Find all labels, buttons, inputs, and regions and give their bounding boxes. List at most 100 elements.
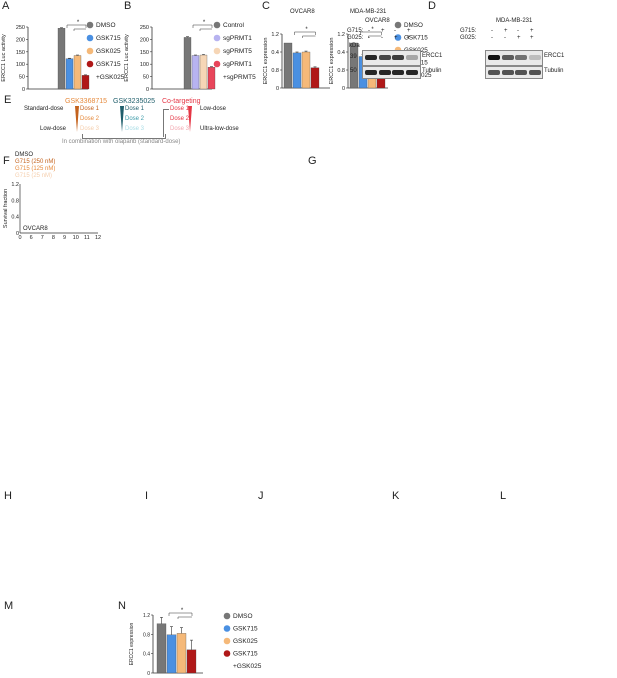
y-axis-label: ERCC1 Luc activity	[1, 34, 7, 82]
treatment-sign: -	[491, 35, 493, 41]
chart-a-luc-activity: 0 50 100 150 200 250 ERCC1 Luc activity * DMSO GS…	[1, 20, 125, 93]
ercc1-band	[528, 55, 541, 60]
survival-legend-item: G715 (25 nM)	[15, 173, 53, 179]
bar-3	[176, 633, 187, 674]
y-tick-label: 0.4	[143, 652, 150, 658]
legend-dot	[213, 60, 221, 68]
legend-dot	[223, 637, 231, 645]
y-axis-label: ERCC1 expression	[329, 38, 335, 85]
significance-bracket	[66, 24, 87, 28]
significance-bracket	[302, 35, 316, 38]
band-label-tubulin: Tubulin	[422, 68, 442, 74]
treatment-sign: +	[407, 35, 411, 41]
legend-label: +GSK025	[96, 74, 125, 81]
y-tick-label: 250	[140, 25, 149, 31]
treatment-sign: -	[368, 28, 370, 34]
legend-label: GSK025	[96, 48, 121, 55]
tubulin-band	[405, 70, 418, 75]
y-tick-label: 0	[146, 87, 149, 93]
significance-bracket	[368, 35, 382, 38]
y-tick-label: 1.2	[143, 613, 150, 619]
tubulin-band	[365, 70, 377, 75]
treatment-sign: +	[394, 35, 398, 41]
legend-label: sgPRMT1	[223, 35, 252, 42]
blot-title: OVCAR8	[365, 18, 390, 24]
y-tick-label: 50	[19, 75, 25, 81]
survival-legend-item: DMSO	[15, 152, 33, 158]
legend-dot	[223, 650, 231, 657]
band-label-ercc1: ERCC1	[422, 53, 443, 59]
blot-title: MDA-MB-231	[496, 18, 533, 24]
row-label-g025: G025:	[460, 35, 477, 41]
significance-bracket	[360, 31, 382, 35]
treatment-sign: +	[530, 35, 534, 41]
y-tick-label: 0	[16, 231, 19, 237]
dose-label-2: Dose 2	[125, 116, 145, 122]
dose-label-2: Dose 2	[80, 116, 100, 122]
ultra-low-dose-label: Ultra-low-dose	[200, 126, 239, 132]
x-tick-label: 7	[41, 235, 44, 240]
legend-dot	[86, 21, 94, 29]
bar-2	[65, 58, 74, 90]
legend-label: +GSK025	[233, 663, 262, 670]
y-axis-label: Survival fraction	[3, 189, 9, 228]
header-gsk3368715: GSK3368715	[65, 98, 108, 105]
ercc1-band	[392, 55, 404, 60]
x-tick-label: 12	[95, 235, 101, 240]
chart-j-tumor-volume	[262, 498, 402, 598]
y-tick-label: 200	[16, 37, 25, 43]
legend-label: sgPRMT5	[223, 48, 252, 55]
x-tick-label: 0	[18, 235, 21, 240]
ercc1-blot	[362, 50, 421, 66]
survival-legend-item: G715 (250 nM)	[15, 159, 56, 165]
treatment-sign: +	[517, 35, 521, 41]
y-tick-label: 150	[140, 50, 149, 56]
bar-3	[73, 55, 82, 90]
legend-label: DMSO	[233, 613, 253, 620]
significance-star: *	[181, 608, 184, 614]
row-label-g025: G025:	[347, 35, 364, 41]
legend-label: +sgPRMT5	[223, 74, 256, 81]
treatment-sign: -	[368, 35, 370, 41]
band-label-tubulin: Tubulin	[544, 68, 564, 74]
dose-gradient-icon	[75, 106, 79, 132]
y-tick-label: 100	[16, 62, 25, 68]
treatment-sign: +	[381, 28, 385, 34]
bar-1	[183, 37, 192, 90]
y-tick-label: 0.8	[337, 68, 345, 74]
bar-4	[310, 67, 320, 89]
panel-label-f: F	[3, 155, 10, 167]
panel-label-n: N	[118, 600, 126, 612]
legend-label: Control	[223, 22, 245, 29]
panel-label-e: E	[4, 94, 12, 106]
significance-bracket	[192, 24, 213, 28]
panel-label-j: J	[258, 490, 264, 502]
x-tick-label: 10	[73, 235, 79, 240]
chart-c1-title: OVCAR8	[290, 9, 315, 15]
chart-k-tumor-weight	[396, 498, 506, 588]
treatment-sign: +	[407, 28, 411, 34]
x-tick-label: 6	[30, 235, 33, 240]
y-tick-label: 0.4	[11, 215, 19, 221]
y-tick-label: 0.8	[11, 198, 19, 204]
legend-label: DMSO	[404, 22, 423, 29]
legend-dot	[213, 21, 221, 29]
band-label-ercc1: ERCC1	[544, 53, 565, 59]
legend-dot	[213, 34, 221, 42]
tubulin-blot	[485, 66, 543, 79]
low-dose-label-right: Low-dose	[200, 106, 227, 112]
legend-dot	[86, 60, 94, 68]
significance-star: *	[371, 27, 374, 33]
bar-2	[191, 55, 200, 90]
legend-label: GSK715	[404, 35, 428, 42]
y-tick-label: 100	[140, 62, 149, 68]
panel-label-m: M	[4, 600, 14, 612]
bar-1	[156, 623, 167, 674]
dose-label-3: Dose 3	[125, 126, 145, 132]
y-tick-label: 0.4	[271, 50, 279, 56]
treatment-sign: -	[517, 28, 519, 34]
x-tick-label: 11	[84, 235, 90, 240]
panel-label-c: C	[262, 0, 270, 12]
